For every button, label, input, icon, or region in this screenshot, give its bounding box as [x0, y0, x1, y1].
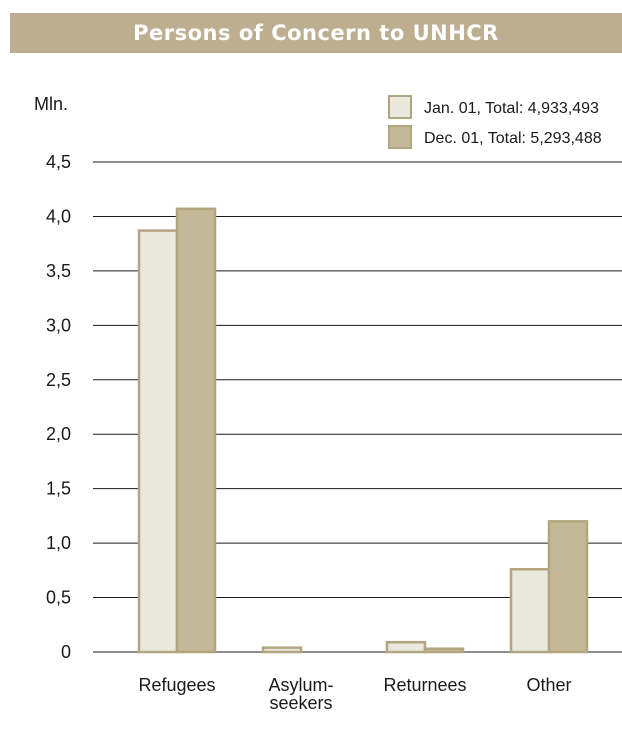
bar [385, 640, 427, 654]
bar [547, 520, 589, 654]
y-tick-label: 0,5 [46, 588, 71, 608]
title-bar: Persons of Concern to UNHCR [10, 13, 622, 53]
y-tick-label: 4,5 [46, 152, 71, 172]
y-tick-labels: 0 0,5 1,0 1,5 2,0 2,5 3,0 3,5 4,0 4,5 [46, 152, 71, 662]
bar [261, 646, 303, 654]
bars [137, 207, 589, 654]
bar [509, 567, 551, 654]
y-tick-label: 3,0 [46, 315, 71, 335]
legend-swatch-jan [388, 95, 412, 119]
y-tick-label: 4,0 [46, 206, 71, 226]
x-tick-label: Asylum-seekers [268, 675, 333, 713]
legend: Jan. 01, Total: 4,933,493 Dec. 01, Total… [388, 95, 602, 149]
y-tick-label: 3,5 [46, 261, 71, 281]
y-tick-label: 1,5 [46, 479, 71, 499]
y-tick-label: 1,0 [46, 533, 71, 553]
title-bar-background [10, 13, 622, 53]
y-tick-label: 2,5 [46, 370, 71, 390]
bar [137, 229, 179, 654]
bar [423, 647, 465, 654]
x-tick-label: Other [526, 675, 571, 695]
chart-title: Persons of Concern to UNHCR [133, 21, 499, 45]
y-tick-label: 0 [61, 642, 71, 662]
legend-label-dec: Dec. 01, Total: 5,293,488 [424, 130, 602, 147]
x-tick-label: Refugees [138, 675, 215, 695]
legend-label-jan: Jan. 01, Total: 4,933,493 [424, 100, 599, 117]
y-axis-label: Mln. [34, 94, 68, 114]
legend-swatch-dec [388, 125, 412, 149]
y-tick-label: 2,0 [46, 424, 71, 444]
bar [175, 207, 217, 654]
x-tick-labels: Refugees Asylum-seekers Returnees Other [138, 675, 571, 713]
x-tick-label: Returnees [383, 675, 466, 695]
